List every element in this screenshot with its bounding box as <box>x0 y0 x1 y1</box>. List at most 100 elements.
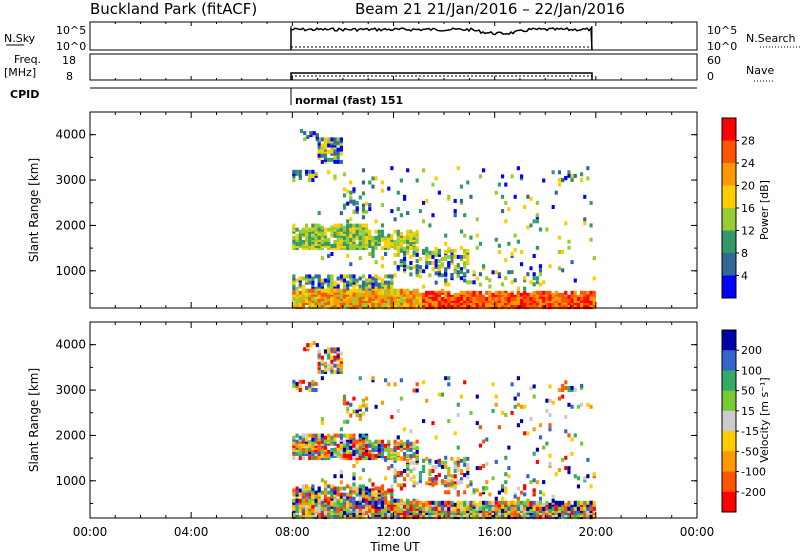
power-data-cell <box>494 290 498 295</box>
velocity-data-cell <box>301 486 305 491</box>
velocity-data-cell <box>475 515 479 520</box>
velocity-data-cells <box>292 341 596 520</box>
velocity-data-cell <box>355 409 359 414</box>
power-data-cell <box>377 290 381 295</box>
power-data-cell <box>520 262 524 267</box>
velocity-data-cell <box>475 421 479 426</box>
power-data-cell <box>504 292 508 297</box>
velocity-data-cell <box>409 469 413 473</box>
power-data-cell <box>453 292 457 297</box>
power-data-cell <box>415 229 419 234</box>
velocity-data-cell <box>412 508 416 513</box>
velocity-data-cell <box>412 500 416 505</box>
power-data-cell <box>472 296 476 301</box>
power-data-cell <box>513 278 517 283</box>
velocity-data-cell <box>396 502 400 507</box>
power-data-cell <box>554 290 558 295</box>
power-data-cell <box>478 301 483 305</box>
velocity-data-cell <box>352 433 356 438</box>
velocity-data-cell <box>305 504 309 509</box>
velocity-data-cell <box>437 511 441 515</box>
power-data-cell <box>346 280 350 285</box>
velocity-data-cell <box>422 419 426 424</box>
velocity-data-cell <box>576 404 581 409</box>
power-data-cell <box>393 252 397 257</box>
power-data-cell <box>298 176 302 180</box>
velocity-data-cell <box>387 511 391 515</box>
velocity-data-cell <box>346 439 350 444</box>
power-data-cell <box>586 166 590 171</box>
power-data-cell <box>377 242 381 246</box>
velocity-data-cell <box>520 419 524 424</box>
power-data-cell <box>371 296 375 301</box>
power-data-cell <box>311 246 315 251</box>
velocity-data-cell <box>561 506 565 511</box>
nsky-label: N.Sky <box>4 32 36 45</box>
power-data-cell <box>327 242 331 246</box>
power-data-cell <box>339 305 343 310</box>
x-tick-label: 12:00 <box>376 525 411 539</box>
velocity-data-cell <box>346 401 350 406</box>
velocity-data-cell <box>475 488 479 493</box>
velocity-data-cell <box>349 439 353 444</box>
power-data-cell <box>466 269 470 274</box>
velocity-data-cell <box>358 376 362 381</box>
power-data-cell <box>548 296 552 301</box>
velocity-data-cell <box>580 511 584 515</box>
freq-tick-bottom: 8 <box>66 70 73 83</box>
power-data-cell <box>415 270 419 275</box>
power-data-cell <box>412 290 416 295</box>
power-data-cell <box>570 173 574 178</box>
velocity-data-cell <box>472 488 476 493</box>
power-data-cell <box>371 276 375 281</box>
velocity-data-cell <box>456 479 460 484</box>
power-data-cell <box>339 159 343 164</box>
power-data-cell <box>415 252 419 257</box>
velocity-data-cell <box>447 481 451 486</box>
power-data-cell <box>361 203 366 208</box>
power-data-cell <box>361 223 366 228</box>
power-data-cell <box>342 288 347 293</box>
velocity-data-cell <box>333 433 337 438</box>
velocity-data-cell <box>295 508 299 513</box>
power-data-cell <box>466 296 470 301</box>
velocity-data-cell <box>434 506 438 511</box>
velocity-data-cell <box>393 479 397 484</box>
velocity-data-cell <box>532 384 536 389</box>
power-data-cell <box>437 305 441 310</box>
power-data-cell <box>292 286 296 291</box>
velocity-data-cell <box>327 347 331 352</box>
velocity-data-cell <box>380 506 385 511</box>
power-data-cell <box>314 290 318 295</box>
power-data-cell <box>323 280 328 285</box>
power-data-cell <box>292 178 296 182</box>
power-data-cell <box>440 296 445 301</box>
velocity-data-cell <box>374 504 378 509</box>
power-data-cell <box>567 245 571 250</box>
cpid-value: normal (fast) 151 <box>295 94 403 107</box>
power-data-cell <box>352 274 356 279</box>
velocity-data-cell <box>456 511 460 515</box>
velocity-data-cell <box>548 398 552 403</box>
velocity-data-cell <box>535 511 539 515</box>
power-data-cell <box>523 278 527 283</box>
power-data-cell <box>507 270 511 275</box>
power-data-cell <box>314 301 318 305</box>
power-data-cell <box>523 298 527 303</box>
nave-label: Nave <box>746 64 774 77</box>
velocity-data-cell <box>447 419 451 424</box>
velocity-data-cell <box>504 486 508 491</box>
velocity-colorbar-swatch <box>722 491 736 513</box>
power-data-cell <box>444 257 448 261</box>
power-data-cell <box>453 265 457 270</box>
power-data-cell <box>561 305 565 310</box>
power-data-cell <box>361 244 366 248</box>
velocity-data-cell <box>355 445 359 450</box>
velocity-data-cell <box>431 511 435 515</box>
power-data-cell <box>312 131 316 136</box>
velocity-data-cell <box>358 490 362 495</box>
velocity-data-cell <box>399 498 403 503</box>
velocity-data-cell <box>412 511 416 515</box>
velocity-data-cell <box>586 506 590 511</box>
power-data-cell <box>535 290 539 295</box>
